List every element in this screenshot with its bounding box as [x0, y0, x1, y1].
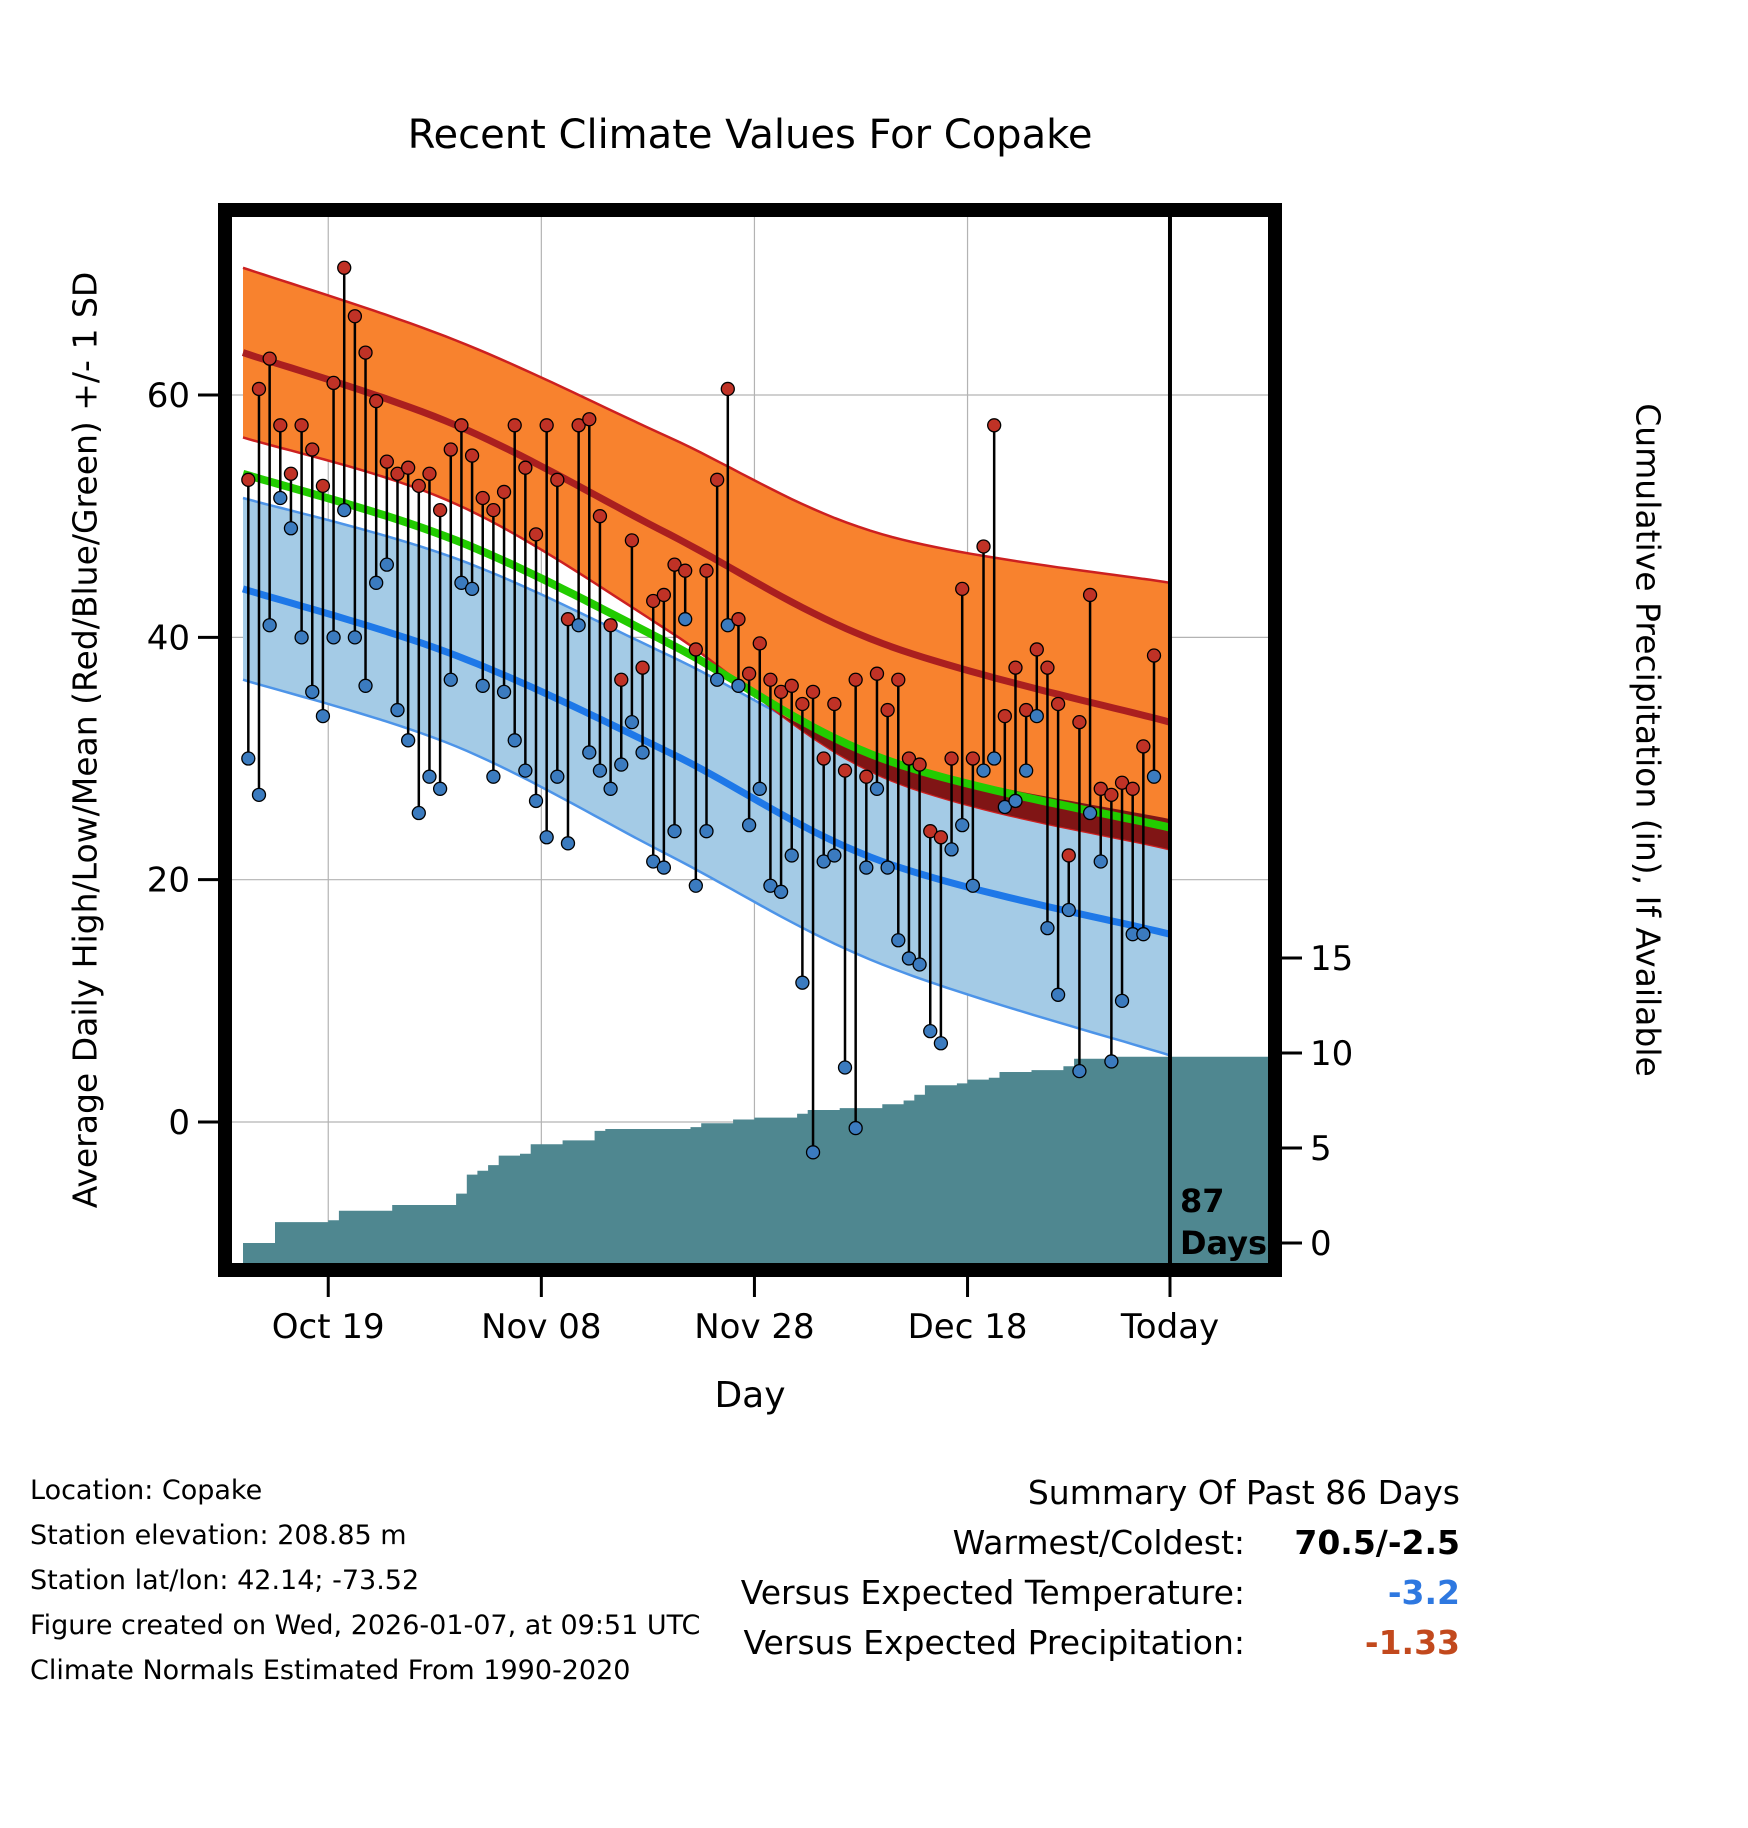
- summary-row-vs-temperature: Versus Expected Temperature: -3.2: [560, 1568, 1460, 1618]
- svg-text:Dec 18: Dec 18: [908, 1307, 1028, 1347]
- summary-row-label: Warmest/Coldest:: [952, 1523, 1245, 1562]
- plot-border: [218, 203, 1282, 1277]
- footer-created: Figure created on Wed, 2026-01-07, at 09…: [30, 1610, 701, 1641]
- footer-info: Location: Copake Station elevation: 208.…: [30, 1468, 700, 1693]
- footer-normals: Climate Normals Estimated From 1990-2020: [30, 1655, 631, 1686]
- svg-text:15: 15: [1310, 939, 1353, 979]
- svg-text:40: 40: [147, 618, 190, 658]
- overlap-band: [781, 714, 1170, 850]
- y-axis-label-right: Cumulative Precipitation (in), If Availa…: [1628, 403, 1668, 1077]
- chart-title: Recent Climate Values For Copake: [407, 112, 1093, 158]
- footer-location: Location: Copake: [30, 1475, 263, 1506]
- svg-text:0: 0: [1310, 1224, 1332, 1264]
- svg-text:87: 87: [1180, 1182, 1225, 1220]
- daily-bars: [241, 260, 1162, 1160]
- summary-row-vs-precipitation: Versus Expected Precipitation: -1.33: [560, 1618, 1460, 1668]
- precip-area: [243, 1056, 1268, 1263]
- summary-row-label: Versus Expected Precipitation:: [743, 1623, 1245, 1662]
- summary-row-value: -3.2: [1387, 1573, 1460, 1612]
- svg-text:5: 5: [1310, 1129, 1332, 1169]
- svg-text:0: 0: [168, 1103, 190, 1143]
- svg-text:Days: Days: [1180, 1224, 1267, 1262]
- today-marker: 87 Days: [1167, 217, 1267, 1263]
- svg-text:Today: Today: [1120, 1307, 1219, 1347]
- svg-text:Nov 28: Nov 28: [694, 1307, 814, 1347]
- footer-latlon: Station lat/lon: 42.14; -73.52: [30, 1565, 420, 1596]
- footer-elevation: Station elevation: 208.85 m: [30, 1520, 407, 1551]
- summary-panel: Summary Of Past 86 Days Warmest/Coldest:…: [560, 1468, 1460, 1668]
- summary-title: Summary Of Past 86 Days: [1027, 1473, 1460, 1512]
- axis-ticks-and-labels: Oct 19 Nov 08 Nov 28 Dec 18 Today 0 20 40 60 0 5 10…: [147, 376, 1354, 1347]
- svg-text:Nov 08: Nov 08: [481, 1307, 601, 1347]
- svg-text:60: 60: [147, 376, 190, 416]
- summary-row-warmest-coldest: Warmest/Coldest: 70.5/-2.5: [560, 1518, 1460, 1568]
- summary-row-value: -1.33: [1364, 1623, 1460, 1662]
- svg-text:20: 20: [147, 861, 190, 901]
- y-axis-label-left: Average Daily High/Low/Mean (Red/Blue/Gr…: [65, 271, 105, 1209]
- svg-text:10: 10: [1310, 1034, 1353, 1074]
- summary-row-value: 70.5/-2.5: [1294, 1523, 1460, 1562]
- summary-row-label: Versus Expected Temperature:: [740, 1573, 1245, 1612]
- svg-text:Oct 19: Oct 19: [272, 1307, 385, 1347]
- x-axis-label: Day: [714, 1375, 786, 1416]
